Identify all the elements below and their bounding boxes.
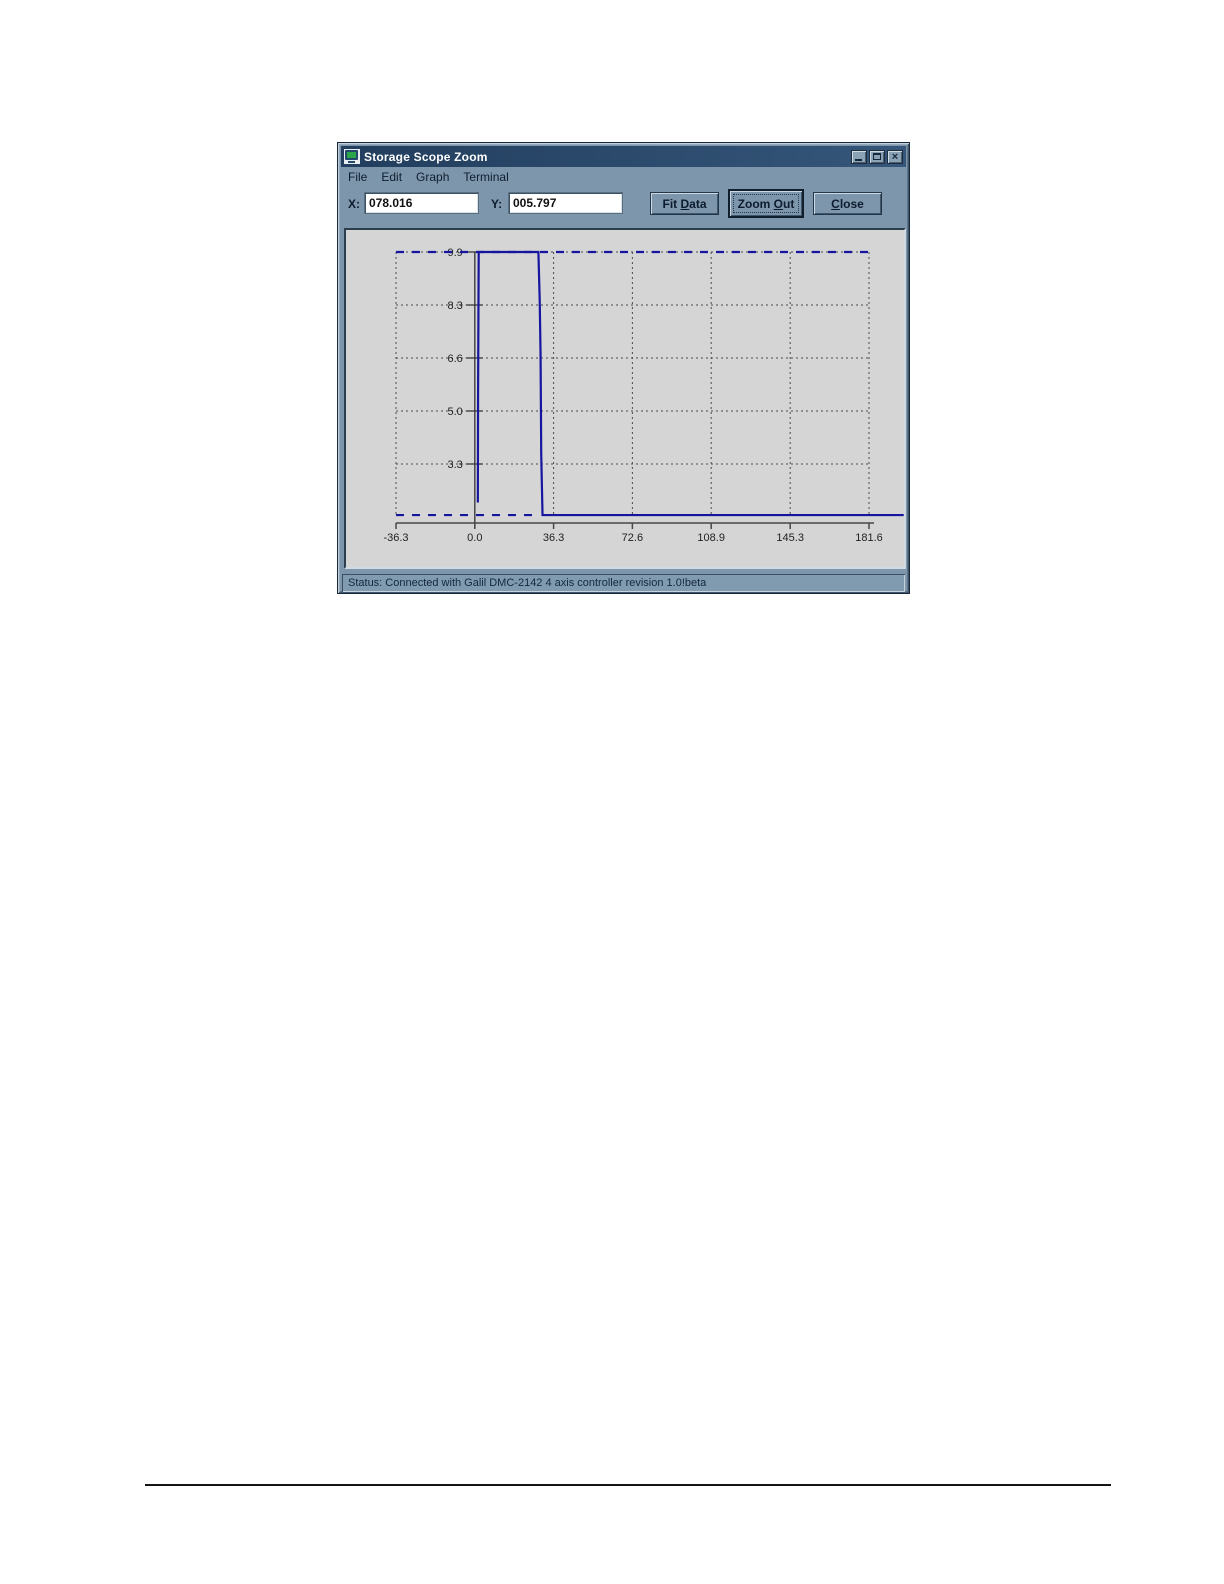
menu-bar: File Edit Graph Terminal bbox=[341, 167, 906, 186]
x-tick-label: 72.6 bbox=[622, 532, 643, 544]
maximize-icon[interactable] bbox=[869, 149, 885, 164]
title-bar[interactable]: Storage Scope Zoom × bbox=[341, 146, 906, 167]
scope-monitor-icon bbox=[344, 149, 360, 164]
menu-graph[interactable]: Graph bbox=[416, 169, 450, 184]
y-tick-label: 3.3 bbox=[448, 459, 463, 471]
y-tick-label: 9.9 bbox=[448, 247, 463, 259]
y-tick-label: 8.3 bbox=[448, 300, 463, 312]
x-tick-label: 0.0 bbox=[467, 532, 482, 544]
y-coordinate-label: Y: bbox=[491, 197, 503, 211]
minimize-icon[interactable] bbox=[851, 149, 867, 164]
page-footer-rule bbox=[145, 1484, 1111, 1486]
status-text: Status: Connected with Galil DMC-2142 4 … bbox=[348, 577, 707, 589]
scope-chart[interactable]: -36.3 0.0 36.3 72.6 108.9 145.3 181.6 9.9 8.3 6.6… bbox=[346, 230, 904, 567]
y-coordinate-input[interactable] bbox=[509, 193, 622, 213]
x-coordinate-input[interactable] bbox=[365, 193, 478, 213]
y-tick-label: 5.0 bbox=[448, 406, 463, 418]
menu-file[interactable]: File bbox=[348, 169, 368, 184]
x-tick-label: -36.3 bbox=[383, 532, 408, 544]
x-coordinate-label: X: bbox=[348, 197, 360, 211]
storage-scope-zoom-window: Storage Scope Zoom × File Edit Graph Ter… bbox=[337, 142, 910, 594]
status-bar: Status: Connected with Galil DMC-2142 4 … bbox=[342, 574, 905, 592]
x-tick-label: 36.3 bbox=[543, 532, 564, 544]
x-tick-label: 181.6 bbox=[855, 532, 883, 544]
x-tick-label: 108.9 bbox=[697, 532, 725, 544]
close-icon[interactable]: × bbox=[887, 149, 903, 164]
menu-terminal[interactable]: Terminal bbox=[463, 169, 509, 184]
window-title: Storage Scope Zoom bbox=[364, 149, 488, 164]
y-tick-label: 6.6 bbox=[448, 353, 463, 365]
menu-edit[interactable]: Edit bbox=[381, 169, 403, 184]
x-tick-label: 145.3 bbox=[776, 532, 804, 544]
scope-plot-panel: -36.3 0.0 36.3 72.6 108.9 145.3 181.6 9.9 8.3 6.6… bbox=[344, 228, 906, 569]
scope-trace-solid bbox=[476, 250, 904, 517]
